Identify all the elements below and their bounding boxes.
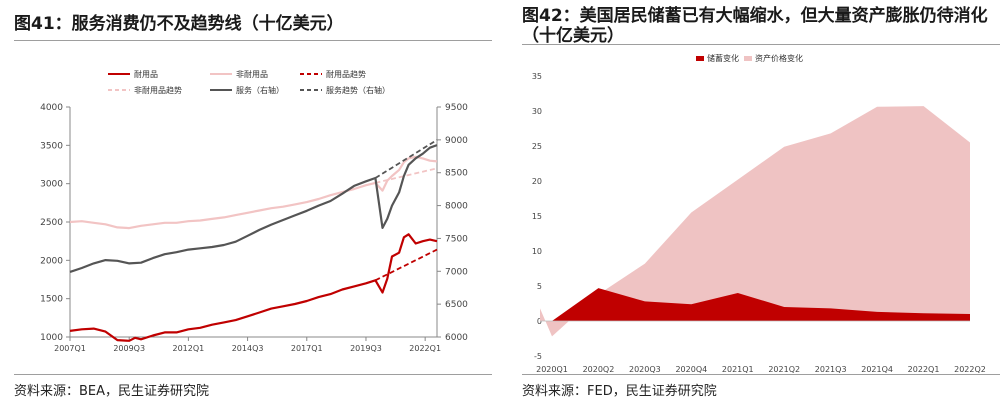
savings-assets-chart: 储蓄变化 资产价格变化 -5 0 5 10 15 20 25 30 35 2020Q1 2020Q2 20… bbox=[532, 53, 986, 374]
x-tick-label: 2021Q1 bbox=[722, 365, 754, 374]
y-right-tick-label: 7500 bbox=[445, 234, 468, 244]
legend-label-2: 非耐用品 bbox=[236, 69, 268, 79]
legend-label-4: 非耐用品趋势 bbox=[134, 85, 182, 95]
x-tick-label: 2017Q1 bbox=[291, 344, 323, 353]
y-left-tick-label: 2000 bbox=[40, 256, 63, 266]
y-right-tick-label: 7000 bbox=[445, 267, 468, 277]
y-right-tick-label: 9000 bbox=[445, 136, 468, 146]
y-right-tick-label: 6000 bbox=[445, 333, 468, 343]
legend-label-5: 服务（右轴） bbox=[236, 85, 284, 95]
legend-swatch-1 bbox=[696, 56, 704, 61]
legend-swatch-2 bbox=[744, 56, 752, 61]
left-source-rule bbox=[14, 374, 492, 375]
x-tick-label: 2022Q2 bbox=[954, 365, 986, 374]
x-tick-label: 2021Q2 bbox=[768, 365, 800, 374]
x-tick-label: 2007Q1 bbox=[54, 344, 86, 353]
y-tick-label: 25 bbox=[532, 142, 542, 151]
x-tick-label: 2019Q3 bbox=[350, 344, 382, 353]
y-tick-label: 30 bbox=[532, 107, 542, 116]
legend-label-1: 储蓄变化 bbox=[707, 53, 739, 63]
x-tick-label: 2022Q1 bbox=[409, 344, 441, 353]
y-left-tick-label: 2500 bbox=[40, 218, 63, 228]
left-title-rule bbox=[14, 40, 492, 41]
y-left-tick-label: 1000 bbox=[40, 333, 63, 343]
y-tick-label: 5 bbox=[537, 282, 542, 291]
x-tick-label: 2020Q1 bbox=[536, 365, 568, 374]
y-tick-label: 10 bbox=[532, 247, 542, 256]
y-tick-label: 20 bbox=[532, 177, 542, 186]
x-tick-label: 2020Q4 bbox=[675, 365, 707, 374]
legend-label-3: 耐用品趋势 bbox=[326, 69, 366, 79]
right-chart-panel: 图42：美国居民储蓄已有大幅缩水，但大量资产膨胀仍待消化（十亿美元） 储蓄变化资… bbox=[508, 0, 1004, 402]
y-right-tick-label: 6500 bbox=[445, 300, 468, 310]
y-tick-label: 35 bbox=[532, 72, 542, 81]
y-left-tick-label: 1500 bbox=[40, 295, 63, 305]
y-tick-label: 0 bbox=[537, 317, 542, 326]
legend-label-6: 服务趋势（右轴） bbox=[326, 85, 390, 95]
x-tick-label: 2014Q3 bbox=[232, 344, 264, 353]
series-line-4 bbox=[375, 167, 438, 184]
x-tick-label: 2021Q3 bbox=[815, 365, 847, 374]
left-chart-title: 图41：服务消费仍不及趋势线（十亿美元） bbox=[14, 14, 344, 34]
left-chart-source: 资料来源：BEA，民生证券研究院 bbox=[14, 384, 210, 399]
series-line-6 bbox=[374, 139, 438, 179]
series-line-2 bbox=[69, 155, 438, 230]
y-right-tick-label: 9500 bbox=[445, 103, 468, 113]
left-chart-panel: 图41：服务消费仍不及趋势线（十亿美元） 耐用品 非耐用品 耐用品趋势非耐用品趋势 服… bbox=[0, 0, 496, 402]
asset-price-area bbox=[540, 106, 970, 337]
series-line-3 bbox=[374, 248, 438, 282]
x-tick-label: 2022Q1 bbox=[908, 365, 940, 374]
x-tick-label: 2021Q4 bbox=[861, 365, 893, 374]
right-title-rule bbox=[522, 44, 1000, 45]
x-tick-label: 2020Q2 bbox=[583, 365, 615, 374]
x-tick-label: 2009Q3 bbox=[113, 344, 145, 353]
y-tick-label: -5 bbox=[534, 352, 542, 361]
legend-label-2: 资产价格变化 bbox=[755, 53, 803, 63]
series-line-1 bbox=[69, 233, 438, 342]
y-right-tick-label: 8500 bbox=[445, 169, 468, 179]
legend-label-1: 耐用品 bbox=[134, 69, 158, 79]
savings-change-area bbox=[552, 288, 970, 321]
right-chart-title: 图42：美国居民储蓄已有大幅缩水，但大量资产膨胀仍待消化（十亿美元） bbox=[522, 6, 988, 46]
y-tick-label: 15 bbox=[532, 212, 542, 221]
right-chart-source: 资料来源：FED，民生证券研究院 bbox=[522, 384, 717, 399]
right-source-rule bbox=[522, 374, 1000, 375]
y-left-tick-label: 3000 bbox=[40, 180, 63, 190]
x-tick-label: 2012Q1 bbox=[173, 344, 205, 353]
series-line-5 bbox=[69, 144, 438, 273]
y-left-tick-label: 4000 bbox=[40, 103, 63, 113]
x-tick-label: 2020Q3 bbox=[629, 365, 661, 374]
y-right-tick-label: 8000 bbox=[445, 202, 468, 212]
y-left-tick-label: 3500 bbox=[40, 141, 63, 151]
